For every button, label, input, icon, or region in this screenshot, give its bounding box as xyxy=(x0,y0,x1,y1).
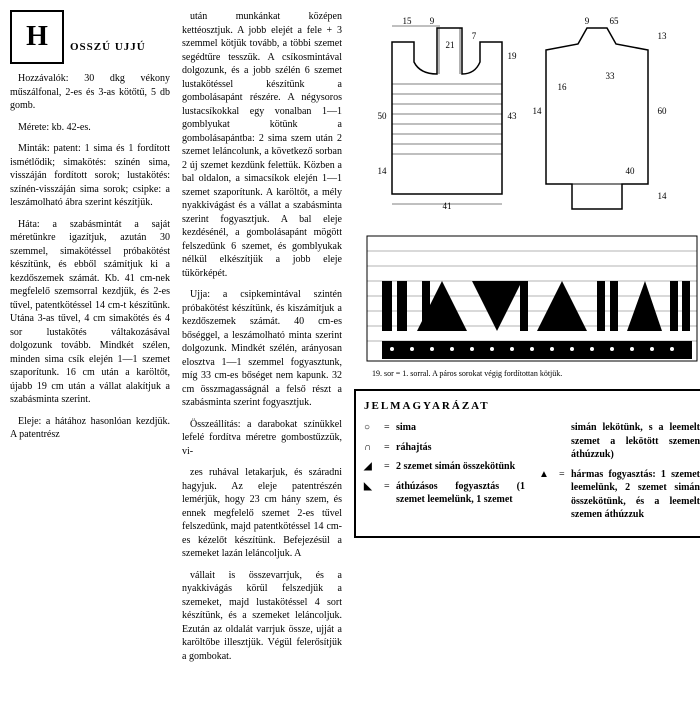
assembly-paragraph: Összeállítás: a darabokat színükkel lefe… xyxy=(182,418,342,459)
col2-p4: zes ruhával letakarjuk, és száradni hagy… xyxy=(182,466,342,561)
dim-9b: 9 xyxy=(585,16,590,26)
back-paragraph: Háta: a szabásmintát a saját méretünkre … xyxy=(10,218,170,407)
stitch-chart: 19. sor = 1. sorral. A páros sorokat vég… xyxy=(354,231,700,381)
legend-item: simán lekötünk, s a leemelt szemet a lek… xyxy=(539,421,700,462)
chart-caption: 19. sor = 1. sorral. A páros sorokat vég… xyxy=(372,369,562,378)
legend-item: ◢ = 2 szemet simán összekötünk xyxy=(364,460,525,474)
dim-16: 16 xyxy=(558,82,568,92)
legend-item: ▲ = hármas fogyasztás: 1 szemet leemelün… xyxy=(539,468,700,522)
dim-60: 60 xyxy=(658,106,668,116)
legend-item: ◣ = áthúzásos fogyasztás (1 szemet leeme… xyxy=(364,480,525,507)
title-block: H OSSZÚ UJJÚ xyxy=(10,10,170,64)
col2-p1: után munkánkat középen kettéosztjuk. A j… xyxy=(182,10,342,280)
dim-40: 40 xyxy=(626,166,636,176)
patterns-paragraph: Minták: patent: 1 sima és 1 fordított is… xyxy=(10,142,170,210)
legend-title: JELMAGYARÁZAT xyxy=(364,399,700,414)
dim-65: 65 xyxy=(610,16,620,26)
ornament-initial: H xyxy=(10,10,64,64)
dim-21: 21 xyxy=(446,40,455,50)
col2-p5: vállait is összevarrjuk, és a nyakkivágá… xyxy=(182,569,342,664)
dim-15: 15 xyxy=(403,16,413,26)
size-paragraph: Mérete: kb. 42-es. xyxy=(10,121,170,135)
dim-14a: 14 xyxy=(378,166,388,176)
dim-19: 19 xyxy=(508,51,518,61)
legend-item: ∩ = ráhajtás xyxy=(364,441,525,455)
dim-33: 33 xyxy=(606,71,616,81)
title-text: OSSZÚ UJJÚ xyxy=(70,40,146,55)
sym-tri-up: ▲ xyxy=(539,468,559,522)
sym-tri-l: ◣ xyxy=(364,480,384,507)
dim-7: 7 xyxy=(472,31,477,41)
materials-paragraph: Hozzávalók: 30 dkg vékony műszálfonal, 2… xyxy=(10,72,170,113)
legend-box: JELMAGYARÁZAT ○ = sima ∩ = ráhajtás ◢ xyxy=(354,389,700,538)
sym-arc: ∩ xyxy=(364,441,384,455)
front-paragraph: Eleje: a hátához hasonlóan kezdjük. A pa… xyxy=(10,415,170,442)
sym-tri-r: ◢ xyxy=(364,460,384,474)
sym-circle: ○ xyxy=(364,421,384,435)
dim-14c: 14 xyxy=(533,106,543,116)
dim-41: 41 xyxy=(443,201,452,211)
dim-50: 50 xyxy=(378,111,388,121)
dim-14b: 14 xyxy=(658,191,668,201)
sleeve-paragraph: Ujja: a csipkemintával szintén próbaköté… xyxy=(182,288,342,410)
dim-13: 13 xyxy=(658,31,668,41)
legend-item: ○ = sima xyxy=(364,421,525,435)
dim-43: 43 xyxy=(508,111,518,121)
dim-9a: 9 xyxy=(430,16,435,26)
schematic-diagram: 15 9 7 19 43 50 14 41 21 xyxy=(354,10,700,223)
